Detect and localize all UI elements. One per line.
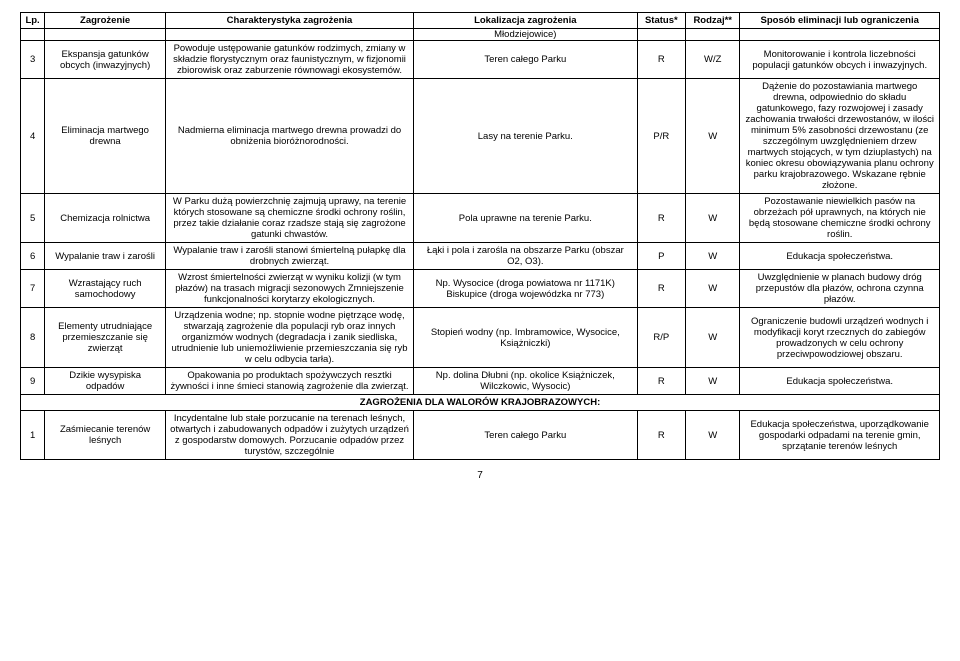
cell-status: R (637, 368, 685, 395)
table-row: 9Dzikie wysypiska odpadówOpakowania po p… (21, 368, 940, 395)
cell-charakterystyka: Nadmierna eliminacja martwego drewna pro… (166, 79, 414, 194)
col-header-status: Status* (637, 13, 685, 29)
cell-zagrozenie: Zaśmiecanie terenów leśnych (45, 411, 166, 460)
cell-rodzaj: W (686, 368, 740, 395)
table-row: 3Ekspansja gatunków obcych (inwazyjnych)… (21, 41, 940, 79)
cell-charakterystyka: Wzrost śmiertelności zwierząt w wyniku k… (166, 270, 414, 308)
cell-status: R (637, 194, 685, 243)
cell-rodzaj: W (686, 411, 740, 460)
cell-status: R (637, 41, 685, 79)
cell-rodzaj: W (686, 270, 740, 308)
cell-sposob: Edukacja społeczeństwa. (740, 368, 940, 395)
cell-zagrozenie: Eliminacja martwego drewna (45, 79, 166, 194)
page-number: 7 (20, 470, 940, 481)
cell-zagrozenie: Ekspansja gatunków obcych (inwazyjnych) (45, 41, 166, 79)
table-row: 4Eliminacja martwego drewnaNadmierna eli… (21, 79, 940, 194)
cell-rodzaj: W (686, 243, 740, 270)
col-header-lokalizacja: Lokalizacja zagrożenia (413, 13, 637, 29)
cell-lp: 4 (21, 79, 45, 194)
cell-lp: 6 (21, 243, 45, 270)
cell-lp: 7 (21, 270, 45, 308)
cell-rodzaj: W (686, 79, 740, 194)
col-header-rodzaj: Rodzaj** (686, 13, 740, 29)
cell-sposob: Monitorowanie i kontrola liczebności pop… (740, 41, 940, 79)
cell-sposob: Edukacja społeczeństwa, uporządkowanie g… (740, 411, 940, 460)
cell-status: R/P (637, 308, 685, 368)
cell-zagrozenie: Wzrastający ruch samochodowy (45, 270, 166, 308)
cell-lokalizacja: Lasy na terenie Parku. (413, 79, 637, 194)
cell-sposob: Edukacja społeczeństwa. (740, 243, 940, 270)
col-header-zagrozenie: Zagrożenie (45, 13, 166, 29)
cell-lp: 8 (21, 308, 45, 368)
cell-zagrozenie: Wypalanie traw i zarośli (45, 243, 166, 270)
cell-sposob: Ograniczenie budowli urządzeń wodnych i … (740, 308, 940, 368)
cell-lokalizacja: Teren całego Parku (413, 411, 637, 460)
cell-status: P/R (637, 79, 685, 194)
cell-lokalizacja: Teren całego Parku (413, 41, 637, 79)
cell-status: P (637, 243, 685, 270)
cell-charakterystyka: Urządzenia wodne; np. stopnie wodne pięt… (166, 308, 414, 368)
cell-charakterystyka: Opakowania po produktach spożywczych res… (166, 368, 414, 395)
cell-lokalizacja: Np. dolina Dłubni (np. okolice Książnicz… (413, 368, 637, 395)
cell-lokalizacja: Pola uprawne na terenie Parku. (413, 194, 637, 243)
prev-lokalizacja-cell: Młodziejowice) (413, 29, 637, 41)
cell-rodzaj: W (686, 308, 740, 368)
section-header-row: ZAGROŻENIA DLA WALORÓW KRAJOBRAZOWYCH: (21, 395, 940, 411)
table-row: 7Wzrastający ruch samochodowyWzrost śmie… (21, 270, 940, 308)
table-row: 6Wypalanie traw i zarośliWypalanie traw … (21, 243, 940, 270)
cell-rodzaj: W (686, 194, 740, 243)
cell-lokalizacja: Np. Wysocice (droga powiatowa nr 1171K) … (413, 270, 637, 308)
cell-zagrozenie: Chemizacja rolnictwa (45, 194, 166, 243)
cell-lokalizacja: Stopień wodny (np. Imbramowice, Wysocice… (413, 308, 637, 368)
table-header-row: Lp. Zagrożenie Charakterystyka zagrożeni… (21, 13, 940, 29)
col-header-sposob: Sposób eliminacji lub ograniczenia (740, 13, 940, 29)
cell-charakterystyka: Wypalanie traw i zarośli stanowi śmierte… (166, 243, 414, 270)
cell-charakterystyka: Powoduje ustępowanie gatunków rodzimych,… (166, 41, 414, 79)
table-row: 1Zaśmiecanie terenów leśnychIncydentalne… (21, 411, 940, 460)
cell-charakterystyka: W Parku dużą powierzchnię zajmują uprawy… (166, 194, 414, 243)
table-row: 8Elementy utrudniające przemieszczanie s… (21, 308, 940, 368)
table-row: 5Chemizacja rolnictwaW Parku dużą powier… (21, 194, 940, 243)
cell-rodzaj: W/Z (686, 41, 740, 79)
col-header-lp: Lp. (21, 13, 45, 29)
section-header-cell: ZAGROŻENIA DLA WALORÓW KRAJOBRAZOWYCH: (21, 395, 940, 411)
cell-charakterystyka: Incydentalne lub stałe porzucanie na ter… (166, 411, 414, 460)
cell-sposob: Uwzględnienie w planach budowy dróg prze… (740, 270, 940, 308)
cell-sposob: Dążenie do pozostawiania martwego drewna… (740, 79, 940, 194)
col-header-charakterystyka: Charakterystyka zagrożenia (166, 13, 414, 29)
cell-lp: 3 (21, 41, 45, 79)
threats-table: Lp. Zagrożenie Charakterystyka zagrożeni… (20, 12, 940, 460)
cell-zagrozenie: Elementy utrudniające przemieszczanie si… (45, 308, 166, 368)
cell-sposob: Pozostawanie niewielkich pasów na obrzeż… (740, 194, 940, 243)
cell-status: R (637, 270, 685, 308)
cell-lp: 5 (21, 194, 45, 243)
cell-lp: 9 (21, 368, 45, 395)
cell-lp: 1 (21, 411, 45, 460)
cell-zagrozenie: Dzikie wysypiska odpadów (45, 368, 166, 395)
continuation-row: Młodziejowice) (21, 29, 940, 41)
cell-lokalizacja: Łąki i pola i zarośla na obszarze Parku … (413, 243, 637, 270)
cell-status: R (637, 411, 685, 460)
